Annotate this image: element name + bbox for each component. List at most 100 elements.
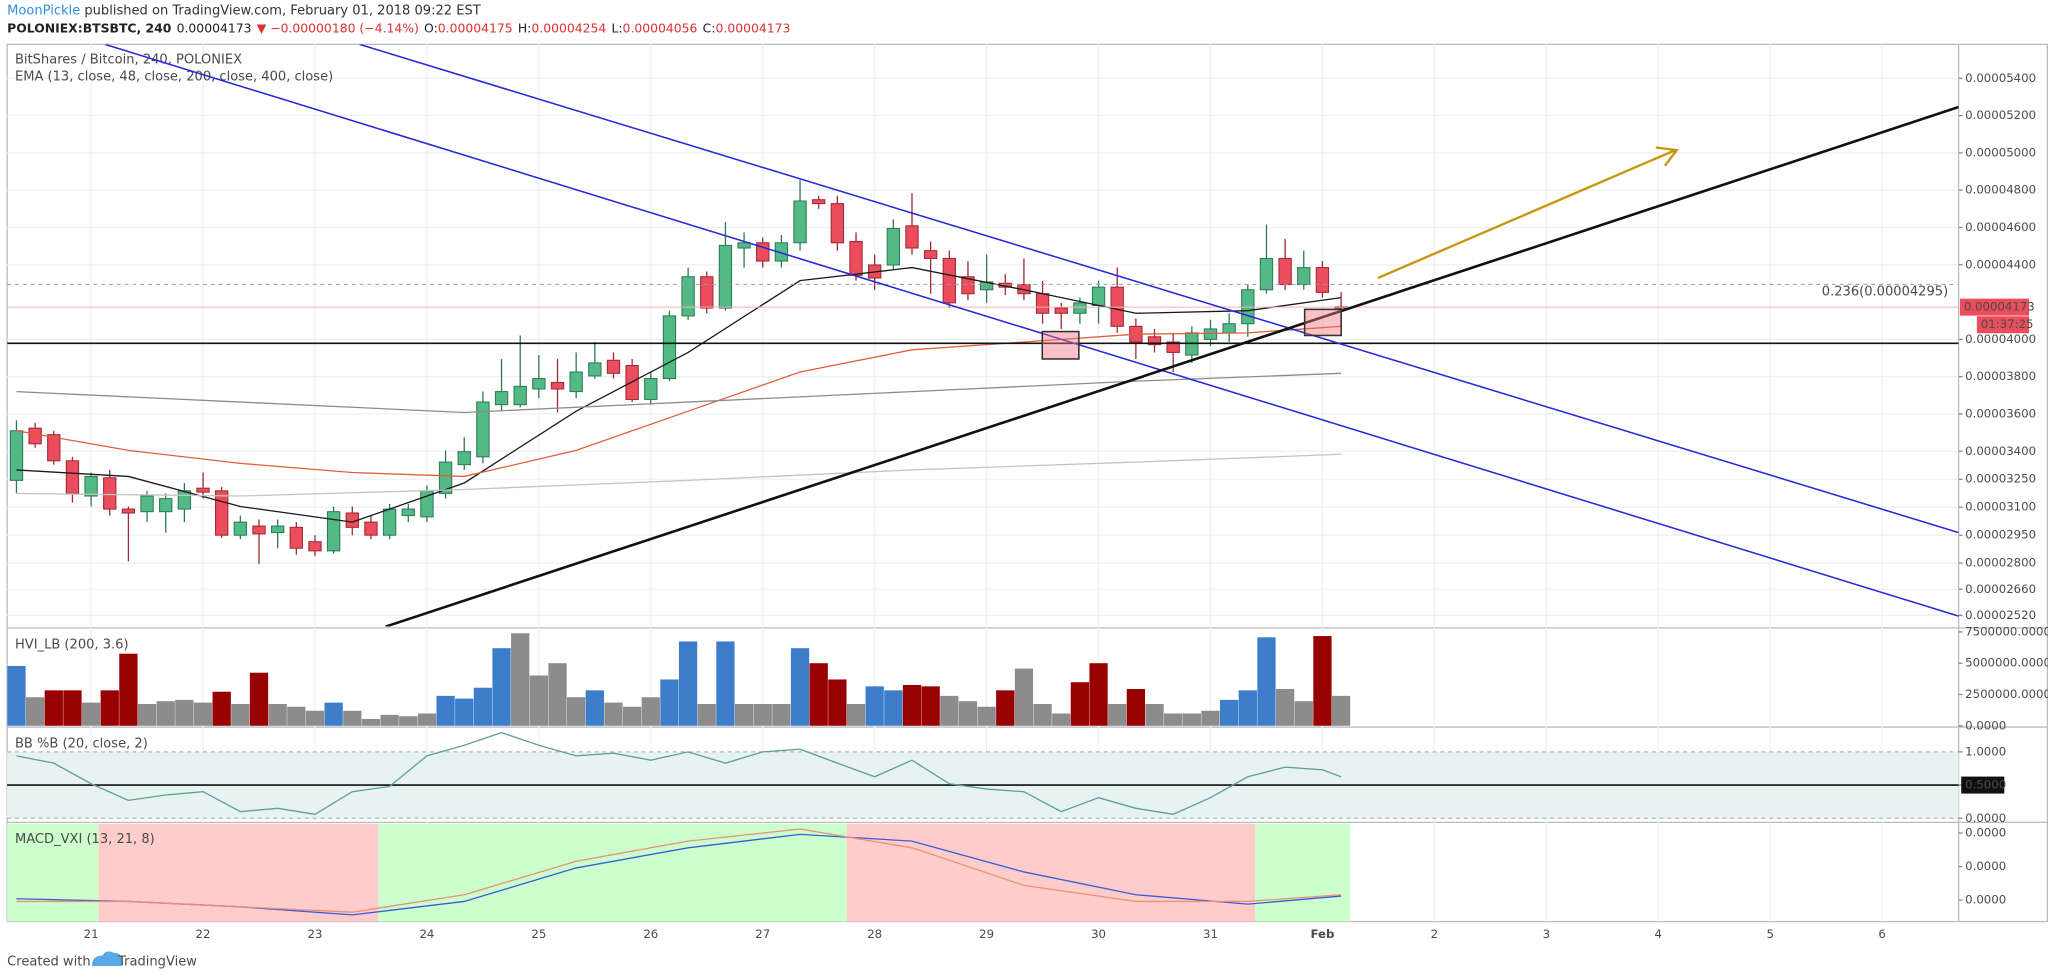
x-tick-label: 31 [1203, 927, 1218, 941]
y-tick-label: 0.00003800 [1965, 369, 2036, 383]
arrow-head [1655, 146, 1679, 167]
candle-body [569, 371, 583, 393]
volume-bar [772, 703, 791, 726]
candle-body [1091, 286, 1106, 306]
volume-bar [567, 697, 586, 726]
volume-bar [548, 663, 567, 726]
ohlc-label: O: [424, 20, 438, 35]
volume-bar [175, 699, 194, 726]
candle-body [681, 276, 695, 317]
volume-bar [287, 706, 306, 726]
tv-logo[interactable] [91, 951, 123, 966]
candle-body [121, 508, 136, 514]
volume-bar [156, 701, 175, 726]
candle-body [644, 378, 658, 400]
candle-body [84, 475, 98, 497]
logo-cloud [91, 951, 123, 966]
panel-title: BB %B (20, close, 2) [15, 737, 148, 752]
panel-subtitle: EMA (13, close, 48, close, 200, close, 4… [15, 70, 333, 85]
volume-bar [809, 663, 828, 726]
volume-bar [1070, 682, 1090, 726]
x-tick-label: 6 [1878, 927, 1885, 941]
volume-bar [231, 703, 250, 726]
y-tick-label: 0.00002800 [1965, 556, 2036, 570]
footer-brand[interactable]: TradingView [117, 955, 197, 970]
ema-line [16, 453, 1342, 497]
y-tick-label: 0.00003250 [1965, 472, 2036, 486]
volume-bar [958, 701, 978, 726]
y-tick-label: 0.00003400 [1965, 444, 2036, 458]
channel-upper [359, 44, 1959, 534]
y-tick-label: 0.0000 [1965, 811, 2006, 825]
volume-bar [734, 703, 754, 726]
volume-bar [212, 691, 231, 726]
ohlc-value: 0.00004175 [438, 20, 513, 35]
y-tick-label: 0.00004800 [1965, 183, 2036, 197]
volume-bar [1331, 695, 1351, 726]
y-tick-label: 1.0000 [1965, 744, 2006, 758]
candle-body [1203, 328, 1218, 340]
publish-line: MoonPickle published on TradingView.com,… [7, 3, 481, 18]
candle-body [1054, 307, 1068, 314]
candle-body [513, 385, 527, 406]
volume-bar [380, 714, 399, 726]
volume-bar [753, 703, 772, 726]
candle-body [606, 359, 621, 374]
ema-line [16, 372, 1342, 414]
candle-body [849, 240, 863, 276]
tick-highlight [1961, 776, 2005, 794]
volume-bar [977, 706, 996, 726]
signal-zone [1255, 823, 1351, 922]
candle-body [103, 477, 117, 510]
candle-body [47, 434, 61, 462]
x-tick-label: 25 [531, 927, 546, 941]
volume-bar [137, 703, 157, 726]
volume-bar [622, 706, 642, 726]
candle-body [28, 427, 42, 445]
ema-line [16, 325, 1342, 478]
x-tick-label: 2 [1431, 927, 1438, 941]
y-tick-label: 0.0000 [1965, 859, 2006, 873]
indicator-line [16, 731, 1342, 815]
ohlc-value: 0.00004173 [716, 20, 791, 35]
candle-body [382, 508, 397, 536]
volume-bar [660, 679, 679, 726]
ema-line [16, 266, 1342, 523]
marks: 21 22 23 24 25 26 27 28 29 30 31 Feb 2 3 4 5 60.236(0.00… [7, 44, 2048, 941]
volume-bar [1108, 703, 1127, 726]
volume-bar [268, 703, 287, 726]
channel-lower [104, 44, 1959, 617]
volume-bar [1052, 713, 1071, 726]
candle-body [718, 244, 733, 309]
candle-body [923, 250, 938, 259]
last-price-label: 0.00004173 [1964, 300, 2035, 314]
author[interactable]: MoonPickle [7, 3, 80, 18]
candle-body [233, 521, 248, 536]
candle-body [494, 391, 509, 406]
y-tick-label: 2500000.0000 [1965, 687, 2048, 701]
volume-bar [1275, 688, 1295, 726]
volume-bar [63, 690, 82, 726]
candle-body [886, 227, 901, 266]
y-tick-label: 0.00004400 [1965, 257, 2036, 271]
volume-bar [305, 710, 325, 726]
x-tick-label: 23 [308, 927, 323, 941]
volume-bar [828, 679, 847, 726]
volume-bar [473, 687, 493, 726]
volume-bar [417, 713, 437, 726]
volume-bar [697, 703, 716, 726]
candle-body [308, 541, 322, 552]
volume-bar [884, 690, 903, 726]
volume-bar [996, 690, 1015, 726]
y-tick-label: 0.00002950 [1965, 528, 2036, 542]
candle-body [1147, 336, 1162, 346]
volume-bar [1294, 701, 1313, 726]
candle-body [326, 511, 341, 552]
volume-bar [716, 641, 735, 726]
candle-body [159, 498, 173, 513]
volume-bar [940, 695, 959, 726]
candle-body [830, 203, 845, 244]
volume-bar [1033, 703, 1052, 726]
candle-body [1297, 267, 1311, 286]
